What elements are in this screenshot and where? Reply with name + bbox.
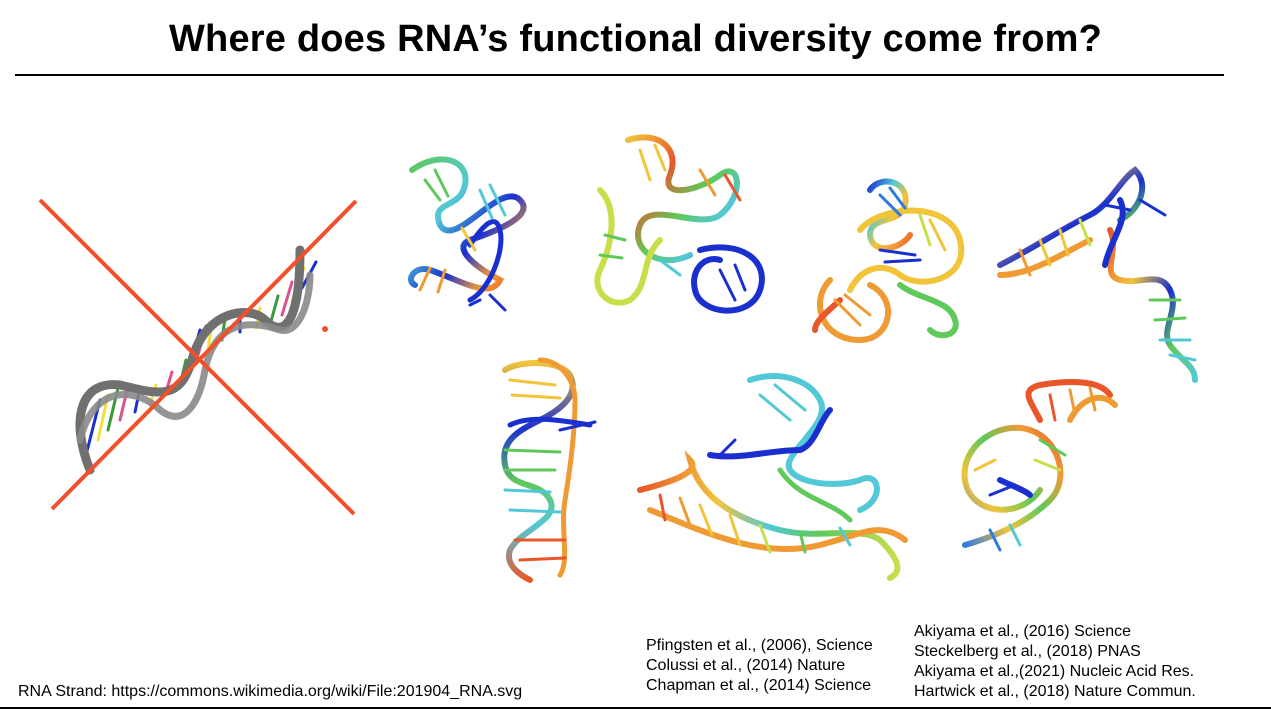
pointer-dot [322,326,328,332]
references-left: Pfingsten et al., (2006), Science Coluss… [646,636,873,696]
reference-item: Steckelberg et al., (2018) PNAS [914,643,1141,660]
rna-structure-5 [501,357,597,583]
title-divider [15,74,1224,76]
rna-structure-3 [812,178,965,344]
rna-structure-6 [637,373,908,581]
rna-structure-2 [594,134,765,314]
image-credit: RNA Strand: https://commons.wikimedia.or… [18,683,523,700]
rna-structure-4 [997,166,1198,383]
reference-item: Colussi et al., (2014) Nature [646,657,846,674]
reference-item: Chapman et al., (2014) Science [646,677,872,694]
rna-helix-illustration [75,245,318,475]
bottom-divider [0,707,1271,709]
cross-out-mark [38,198,358,516]
rna-structure-1 [408,156,527,312]
references-right: Akiyama et al., (2016) Science Steckelbe… [914,622,1196,702]
reference-item: Akiyama et al.,(2021) Nucleic Acid Res. [914,663,1195,680]
reference-item: Pfingsten et al., (2006), Science [646,637,873,654]
reference-item: Hartwick et al., (2018) Nature Commun. [914,683,1196,700]
reference-item: Akiyama et al., (2016) Science [914,623,1131,640]
rna-structure-7 [961,379,1118,552]
slide-title: Where does RNA’s functional diversity co… [168,18,1103,60]
